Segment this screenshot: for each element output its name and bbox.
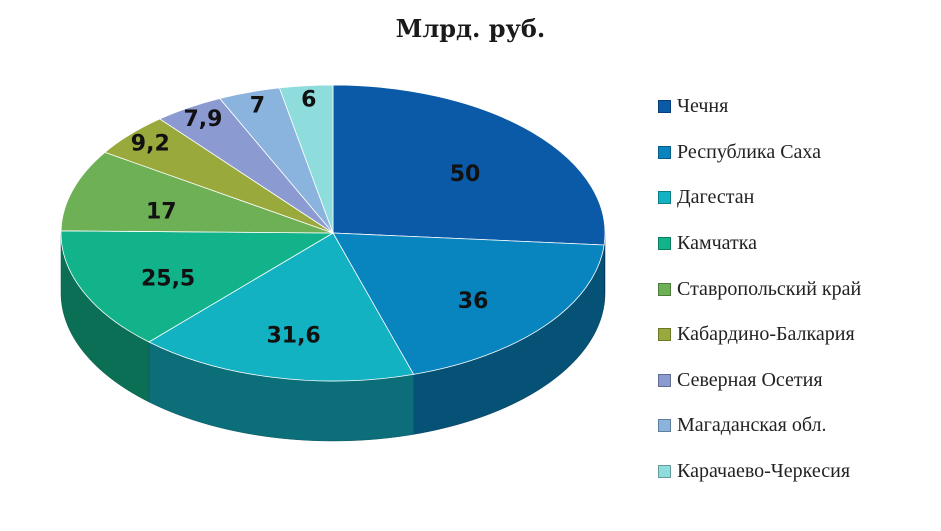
legend-item: Ставропольский край	[658, 266, 938, 312]
pie-slice-2	[148, 232, 415, 382]
legend-swatch	[658, 373, 671, 387]
legend-swatch	[658, 282, 671, 296]
legend-item: Магаданская обл.	[658, 403, 938, 449]
legend-swatch	[658, 419, 671, 433]
chart-title: Млрд. руб.	[395, 14, 546, 43]
data-label-4: 17	[146, 200, 177, 225]
data-label-3: 25,5	[141, 267, 195, 292]
legend-label: Ставропольский край	[677, 277, 862, 300]
legend-swatch	[658, 191, 671, 205]
legend-swatch	[658, 237, 671, 251]
legend-label: Камчатка	[677, 232, 758, 255]
legend-item: Дагестан	[658, 175, 938, 221]
data-label-7: 7	[250, 93, 265, 118]
pie-slice-4	[60, 151, 334, 234]
legend-item: Республика Саха	[658, 130, 938, 176]
legend: Чечня Республика Саха Дагестан Камчатка Став…	[658, 84, 938, 494]
legend-label: Северная Осетия	[677, 368, 823, 391]
legend-label: Дагестан	[677, 186, 755, 209]
legend-label: Карачаево-Черкесия	[677, 460, 851, 483]
data-label-1: 36	[458, 289, 489, 314]
legend-item: Камчатка	[658, 221, 938, 267]
legend-swatch	[658, 465, 671, 479]
data-label-5: 9,2	[131, 131, 170, 156]
legend-label: Чечня	[677, 95, 729, 118]
legend-label: Республика Саха	[677, 140, 822, 163]
legend-label: Магаданская обл.	[677, 414, 827, 437]
data-label-6: 7,9	[184, 107, 223, 132]
pie-slice-0	[332, 84, 606, 246]
data-label-8: 6	[301, 88, 316, 113]
legend-label: Кабардино-Балкария	[677, 323, 855, 346]
legend-swatch	[658, 328, 671, 342]
data-label-0: 50	[450, 162, 481, 187]
data-label-2: 31,6	[266, 323, 320, 348]
pie-slice-8	[278, 84, 334, 234]
legend-item: Северная Осетия	[658, 358, 938, 404]
pie-slice-1	[332, 232, 605, 375]
legend-item: Чечня	[658, 84, 938, 130]
legend-item: Кабардино-Балкария	[658, 312, 938, 358]
legend-swatch	[658, 100, 671, 114]
pie-slice-3	[60, 230, 335, 343]
legend-item: Карачаево-Черкесия	[658, 449, 938, 495]
legend-swatch	[658, 145, 671, 159]
